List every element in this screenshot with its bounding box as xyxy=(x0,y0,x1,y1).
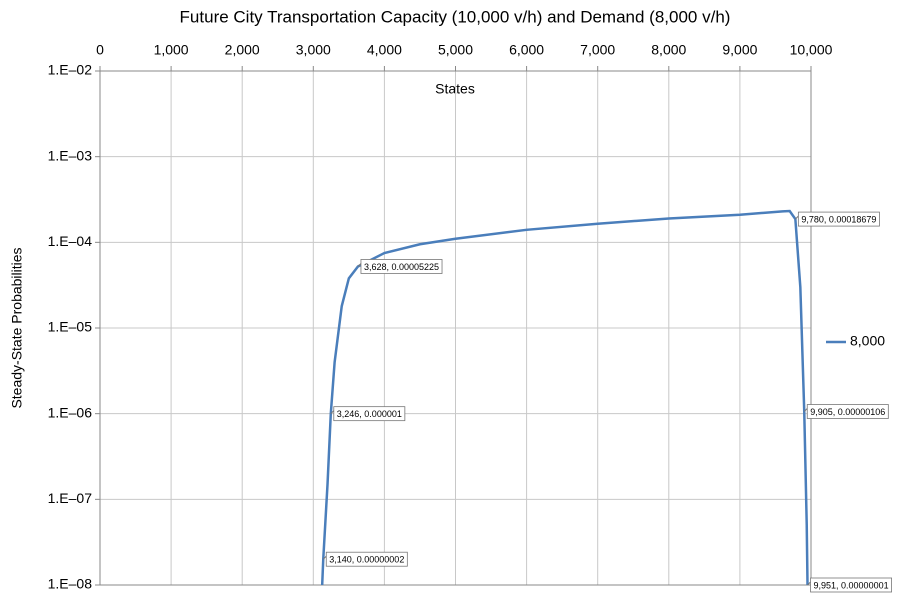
legend-label: 8,000 xyxy=(850,333,885,349)
data-label-leader xyxy=(807,581,811,586)
data-label-box xyxy=(797,211,880,227)
x-tick-label: 4,000 xyxy=(367,42,402,58)
data-label: 3,246, 0.000001 xyxy=(330,406,406,422)
y-axis-label: Steady-State Probabilities xyxy=(9,247,25,408)
y-tick-label: 1.E–05 xyxy=(48,319,93,335)
y-tick-label: 1.E–03 xyxy=(48,147,93,163)
data-label: 3,140, 0.00000002 xyxy=(322,551,408,567)
data-label-box xyxy=(333,406,406,422)
y-tick-label: 1.E–07 xyxy=(48,490,93,506)
x-tick-label: 2,000 xyxy=(225,42,260,58)
x-tick-label: 9,000 xyxy=(722,42,757,58)
data-label-text: 9,905, 0.00000106 xyxy=(810,407,885,417)
x-tick-label: 5,000 xyxy=(438,42,473,58)
data-label-text: 9,780, 0.00018679 xyxy=(801,214,876,224)
x-tick-label: 3,000 xyxy=(296,42,331,58)
data-label-leader xyxy=(803,408,808,412)
data-label: 9,780, 0.00018679 xyxy=(795,211,880,227)
x-tick-label: 1,000 xyxy=(154,42,189,58)
data-label-leader xyxy=(795,215,799,220)
data-label: 9,951, 0.00000001 xyxy=(807,577,892,593)
y-tick-label: 1.E–06 xyxy=(48,404,93,420)
y-tick-label: 1.E–08 xyxy=(48,576,93,592)
x-tick-label: 8,000 xyxy=(651,42,686,58)
data-label-text: 3,246, 0.000001 xyxy=(337,409,402,419)
x-tick-label: 6,000 xyxy=(509,42,544,58)
data-label-box xyxy=(325,551,408,567)
y-tick-label: 1.E–02 xyxy=(48,62,93,78)
data-label: 9,905, 0.00000106 xyxy=(803,404,889,419)
data-label: 3,628, 0.00005225 xyxy=(357,259,443,274)
series-line xyxy=(320,209,809,586)
data-label-leader xyxy=(357,263,362,267)
data-label-text: 3,140, 0.00000002 xyxy=(329,555,404,565)
x-tick-label: 7,000 xyxy=(580,42,615,58)
data-label-leader xyxy=(322,555,327,560)
data-label-text: 3,628, 0.00005225 xyxy=(364,262,439,272)
x-tick-label: 10,000 xyxy=(790,42,833,58)
y-tick-label: 1.E–04 xyxy=(48,233,93,249)
data-label-leader xyxy=(330,410,335,415)
data-label-box xyxy=(360,259,443,274)
data-label-box xyxy=(810,577,892,593)
plot-border xyxy=(99,70,812,586)
data-label-box xyxy=(806,404,889,419)
data-label-text: 9,951, 0.00000001 xyxy=(814,580,889,590)
chart-title: Future City Transportation Capacity (10,… xyxy=(180,7,731,26)
x-tick-label: 0 xyxy=(96,42,104,58)
